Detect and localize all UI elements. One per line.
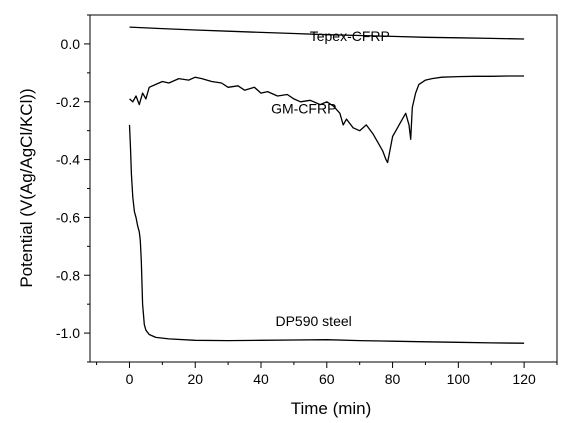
x-tick-label: 20 (187, 371, 203, 387)
x-tick-label: 0 (126, 371, 134, 387)
y-tick-label: -0.8 (56, 267, 80, 283)
y-tick-label: -0.2 (56, 94, 80, 110)
x-tick-label: 120 (512, 371, 536, 387)
y-tick-label: -1.0 (56, 325, 80, 341)
plot-frame (89, 14, 558, 363)
x-tick-label: 80 (385, 371, 401, 387)
series-annotation: DP590 steel (275, 313, 351, 329)
x-tick-label: 40 (253, 371, 269, 387)
y-tick-label: -0.6 (56, 209, 80, 225)
x-tick-label: 100 (447, 371, 471, 387)
x-axis-title: Time (min) (291, 399, 372, 418)
y-axis-title: Potential (V(Ag/AgCl/KCl)) (17, 88, 36, 287)
series-line-gm-cfrp (129, 75, 525, 164)
y-tick-label: 0.0 (61, 36, 81, 52)
series-annotation: GM-CFRP (271, 100, 336, 116)
x-tick-label: 60 (319, 371, 335, 387)
series-annotation: Tepex-CFRP (310, 28, 390, 44)
series-layer (128, 26, 525, 344)
labels-layer: Tepex-CFRP GM-CFRP DP590 steel (271, 28, 390, 329)
y-tick-label: -0.4 (56, 152, 80, 168)
axes-layer: 0 20 40 60 80 100 120 0.0 -0.2 -0.4 -0.6 -0.8 -1.0 (56, 14, 558, 387)
series-line-tepex-cfrp (129, 26, 525, 40)
series-line-dp590-steel (128, 124, 525, 344)
